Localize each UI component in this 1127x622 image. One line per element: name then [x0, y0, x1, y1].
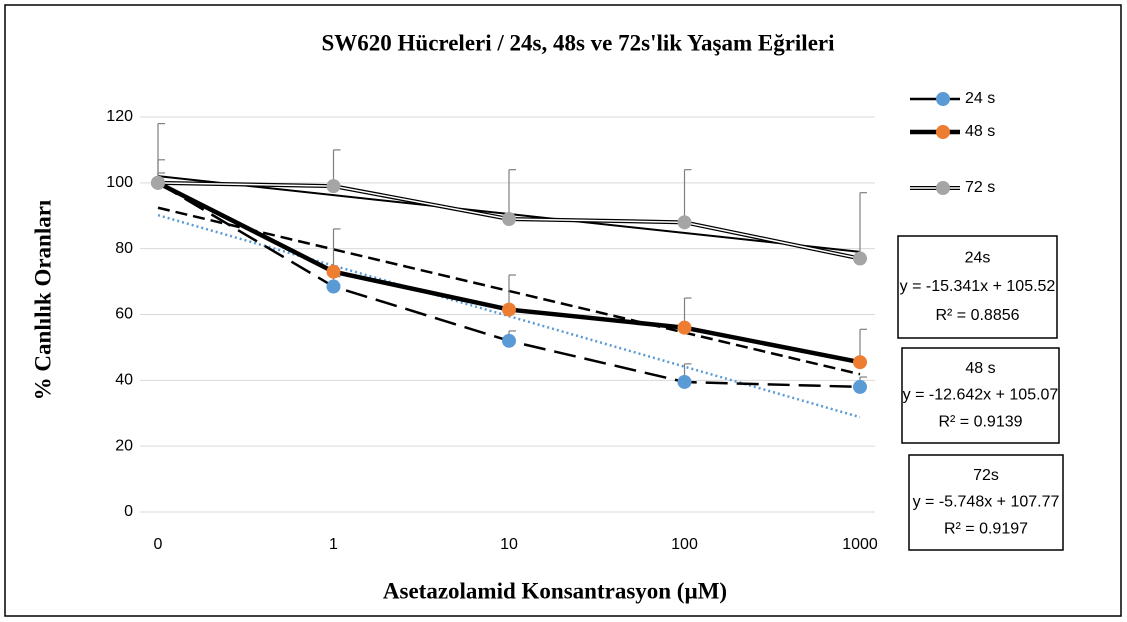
data-point — [326, 179, 341, 194]
r-squared: R² = 0.8856 — [935, 307, 1019, 324]
equation: y = -5.748x + 107.77 — [913, 494, 1060, 511]
legend-label: 48 s — [965, 123, 995, 140]
y-tick-label: 20 — [115, 437, 133, 454]
legend-label: 24 s — [965, 90, 995, 107]
y-axis-label: % Canlılık Oranları — [30, 199, 55, 400]
equation-name: 24s — [965, 250, 991, 267]
data-point — [502, 333, 516, 348]
equation: y = -12.642x + 105.07 — [903, 387, 1059, 404]
y-tick-label: 60 — [115, 306, 133, 323]
data-point — [677, 320, 692, 335]
y-tick-label: 40 — [115, 372, 133, 389]
equation-name: 72s — [973, 467, 999, 484]
r-squared: R² = 0.9197 — [944, 520, 1028, 537]
x-tick-label: 100 — [671, 536, 698, 553]
equation-box — [901, 347, 1060, 444]
legend-marker — [936, 125, 950, 139]
equation-box — [897, 235, 1058, 339]
x-tick-label: 1 — [329, 536, 338, 553]
x-tick-label: 0 — [154, 536, 163, 553]
data-point — [151, 175, 165, 190]
x-tick-label: 10 — [500, 536, 518, 553]
data-point — [677, 374, 692, 389]
equation-name: 48 s — [965, 360, 995, 377]
data-point — [853, 379, 867, 394]
y-tick-label: 0 — [124, 503, 133, 520]
data-point — [853, 251, 867, 266]
y-tick-label: 80 — [115, 240, 133, 257]
equation: y = -15.341x + 105.52 — [900, 278, 1056, 295]
legend-marker — [936, 181, 950, 195]
chart-title: SW620 Hücreleri / 24s, 48s ve 72s'lik Ya… — [322, 30, 836, 55]
x-axis-label: Asetazolamid Konsantrasyon (µM) — [383, 578, 727, 603]
r-squared: R² = 0.9139 — [938, 413, 1022, 430]
data-point — [677, 215, 692, 230]
data-point — [853, 355, 867, 370]
equation-box — [908, 454, 1064, 551]
y-tick-label: 100 — [106, 174, 133, 191]
data-point — [502, 302, 516, 317]
data-point — [326, 264, 341, 279]
y-tick-label: 120 — [106, 108, 133, 125]
data-point — [326, 279, 341, 294]
x-tick-label: 1000 — [842, 536, 878, 553]
legend-label: 72 s — [965, 179, 995, 196]
legend-marker — [936, 92, 950, 106]
data-point — [502, 212, 516, 227]
